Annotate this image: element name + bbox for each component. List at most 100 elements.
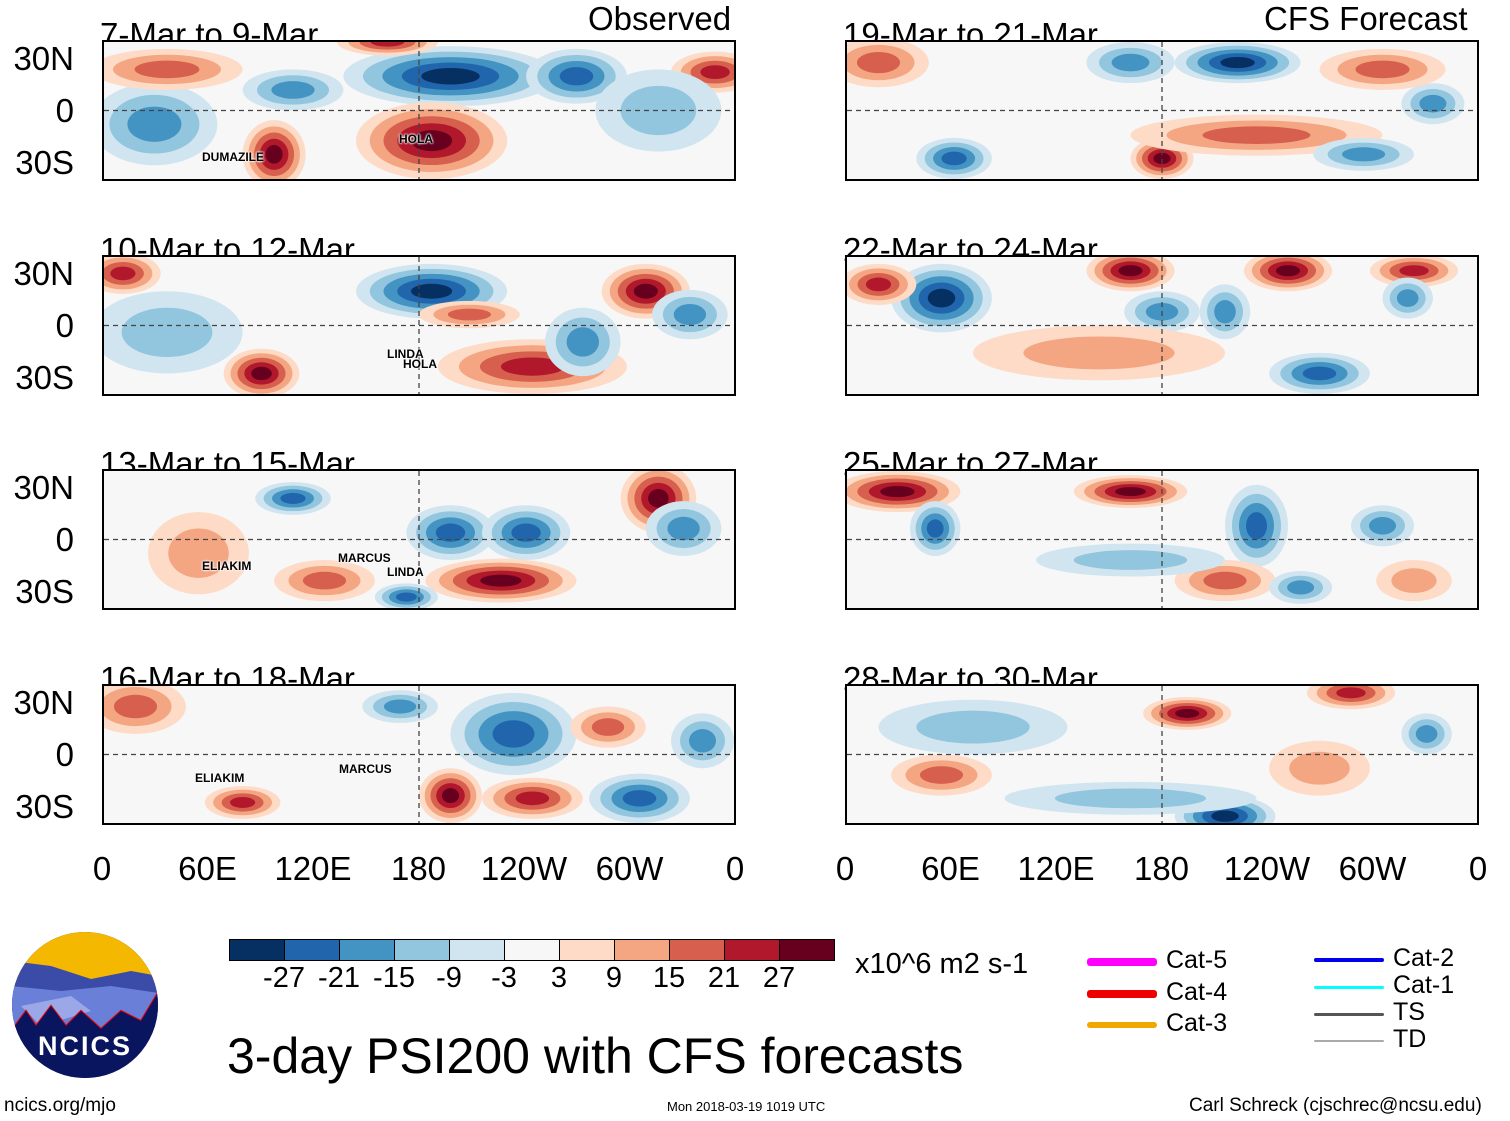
lat-label: 0 — [55, 307, 74, 344]
negative-anomaly-contour — [1211, 810, 1239, 822]
storm-label: ELIAKIM — [202, 559, 252, 573]
positive-anomaly-contour — [1175, 708, 1200, 718]
lon-label: 180 — [390, 850, 447, 887]
footer-timestamp: Mon 2018-03-19 1019 UTC — [667, 1099, 826, 1114]
negative-anomaly-contour — [421, 68, 480, 85]
positive-anomaly-contour — [1153, 152, 1171, 165]
negative-anomaly-contour — [1369, 516, 1396, 535]
lon-label: 0 — [725, 850, 745, 887]
positive-anomaly-contour — [880, 485, 915, 498]
positive-anomaly-contour — [515, 791, 550, 806]
negative-anomaly-contour — [1287, 580, 1315, 595]
legend-line-swatch — [1314, 1012, 1384, 1016]
positive-anomaly-contour — [230, 796, 256, 808]
positive-anomaly-contour — [865, 277, 892, 292]
positive-anomaly-contour — [1336, 687, 1366, 699]
colorbar-swatch — [339, 939, 395, 961]
storm-label: DUMAZILE — [202, 150, 264, 164]
negative-anomaly-contour — [667, 516, 700, 541]
lon-label: 60E — [178, 850, 237, 887]
lon-label: 120W — [1223, 850, 1311, 887]
colorbar-swatch — [614, 939, 670, 961]
psi200-map-panel: ELIAKIM MARCUS LINDA — [102, 469, 736, 610]
positive-anomaly-contour — [1399, 265, 1429, 277]
figure-title: 3-day PSI200 with CFS forecasts — [227, 1028, 964, 1084]
colorbar-swatch — [229, 939, 285, 961]
negative-anomaly-contour — [1246, 512, 1267, 540]
negative-anomaly-contour — [673, 303, 707, 326]
storm-label: LINDA — [387, 347, 424, 361]
lon-label: 0 — [835, 850, 855, 887]
positive-anomaly-contour — [1118, 265, 1143, 277]
lon-label: 60W — [595, 850, 664, 887]
positive-anomaly-contour — [110, 266, 136, 281]
positive-anomaly-contour — [447, 308, 491, 321]
lon-label: 180 — [1133, 850, 1190, 887]
positive-anomaly-contour — [648, 489, 669, 508]
legend-label: Cat-3 — [1166, 1009, 1228, 1037]
colorbar-label: 3 — [550, 962, 568, 994]
negative-anomaly-contour — [1054, 788, 1207, 809]
positive-anomaly-contour — [1355, 60, 1410, 79]
positive-anomaly-contour — [480, 574, 522, 587]
colorbar-swatch — [724, 939, 780, 961]
positive-anomaly-contour — [302, 571, 347, 590]
negative-anomaly-contour — [271, 81, 315, 99]
legend-line-swatch — [1314, 985, 1384, 989]
positive-anomaly-contour — [856, 51, 901, 74]
storm-label: MARCUS — [339, 762, 392, 776]
psi200-map-panel: ELIAKIM MARCUS — [102, 684, 736, 825]
footer-url[interactable]: ncics.org/mjo — [4, 1095, 116, 1116]
positive-anomaly-contour — [410, 130, 453, 152]
lat-label: 30S — [15, 144, 74, 181]
positive-anomaly-contour — [500, 357, 564, 376]
colorbar-swatch — [559, 939, 615, 961]
legend-line-swatch — [1314, 1040, 1384, 1042]
negative-anomaly-contour — [435, 523, 466, 542]
colorbar-label: 9 — [605, 962, 623, 994]
colorbar-swatch — [779, 939, 835, 961]
negative-anomaly-contour — [1214, 300, 1236, 324]
positive-anomaly-contour — [591, 718, 625, 736]
lat-label: 0 — [55, 736, 74, 773]
positive-anomaly-contour — [441, 788, 460, 804]
positive-anomaly-contour — [1202, 126, 1311, 144]
lon-label: 120W — [480, 850, 568, 887]
negative-anomaly-contour — [566, 327, 599, 357]
positive-anomaly-contour — [1203, 571, 1247, 590]
colorbar-label: 15 — [652, 962, 686, 994]
psi200-map-panel — [845, 255, 1479, 396]
negative-anomaly-contour — [689, 729, 716, 753]
storm-label: MARCUS — [338, 551, 391, 565]
lat-label: 0 — [55, 92, 74, 129]
positive-anomaly-contour — [633, 283, 658, 299]
storm-label: HOLA — [403, 357, 437, 371]
storm-label: LINDA — [387, 565, 424, 579]
legend-label: TD — [1393, 1025, 1427, 1053]
colorbar-swatch — [449, 939, 505, 961]
negative-anomaly-contour — [559, 67, 594, 86]
positive-anomaly-contour — [1289, 751, 1350, 785]
negative-anomaly-contour — [916, 710, 1030, 744]
colorbar-label: -15 — [373, 962, 415, 994]
legend-line-swatch — [1314, 958, 1384, 962]
colorbar-swatch — [284, 939, 340, 961]
storm-label: ELIAKIM — [195, 771, 245, 785]
footer-author: Carl Schreck (cjschrec@ncsu.edu) — [1189, 1095, 1482, 1116]
lon-label: 60E — [921, 850, 980, 887]
negative-anomaly-contour — [1342, 147, 1386, 162]
legend-label: TS — [1393, 998, 1425, 1026]
positive-anomaly-contour — [265, 144, 283, 164]
positive-anomaly-contour — [919, 766, 964, 784]
negative-anomaly-contour — [492, 720, 535, 748]
positive-anomaly-contour — [1275, 265, 1301, 277]
negative-anomaly-contour — [926, 519, 944, 538]
positive-anomaly-contour — [700, 65, 730, 79]
positive-anomaly-contour — [370, 42, 405, 47]
negative-anomaly-contour — [1111, 53, 1150, 72]
negative-anomaly-contour — [121, 307, 213, 358]
positive-anomaly-contour — [1023, 336, 1175, 370]
negative-anomaly-contour — [511, 523, 541, 542]
legend-label: Cat-2 — [1393, 944, 1455, 972]
legend-label: Cat-4 — [1166, 978, 1228, 1006]
